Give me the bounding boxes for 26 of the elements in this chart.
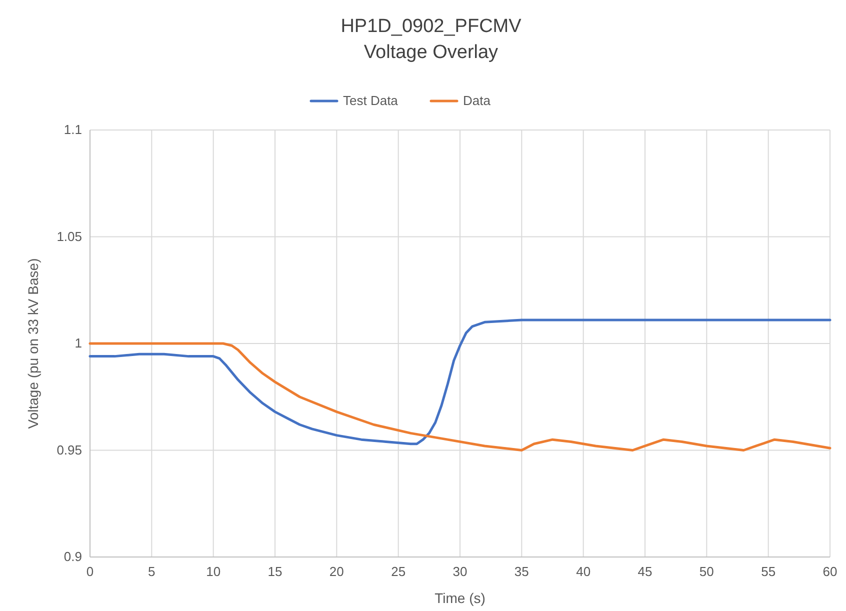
y-tick-label: 0.95 bbox=[56, 442, 82, 458]
legend-label: Test Data bbox=[343, 93, 399, 108]
y-axis-title: Voltage (pu on 33 kV Base) bbox=[25, 258, 41, 429]
x-tick-label: 30 bbox=[452, 564, 468, 579]
x-tick-label: 55 bbox=[761, 564, 776, 579]
chart-subtitle: Voltage Overlay bbox=[364, 42, 499, 63]
y-tick-label: 0.9 bbox=[64, 549, 82, 564]
x-tick-label: 0 bbox=[86, 564, 94, 579]
line-series bbox=[88, 342, 832, 452]
x-tick-label: 10 bbox=[206, 564, 221, 579]
x-tick-label: 60 bbox=[822, 564, 838, 579]
x-tick-label: 15 bbox=[268, 564, 282, 579]
x-axis-title: Time (s) bbox=[434, 590, 486, 606]
x-tick-label: 45 bbox=[638, 564, 652, 579]
line-series bbox=[88, 318, 832, 446]
legend-label: Data bbox=[463, 93, 492, 108]
x-tick-label: 5 bbox=[148, 564, 156, 579]
y-tick-label: 1 bbox=[74, 336, 82, 350]
x-tick-label: 40 bbox=[576, 564, 591, 579]
x-tick-label: 25 bbox=[391, 564, 406, 579]
y-tick-label: 1.1 bbox=[64, 122, 82, 137]
x-tick-label: 50 bbox=[699, 564, 714, 579]
chart-title: HP1D_0902_PFCMV bbox=[340, 16, 522, 37]
x-tick-label: 35 bbox=[514, 564, 529, 579]
y-tick-label: 1.05 bbox=[56, 228, 82, 244]
x-tick-label: 20 bbox=[329, 564, 344, 579]
